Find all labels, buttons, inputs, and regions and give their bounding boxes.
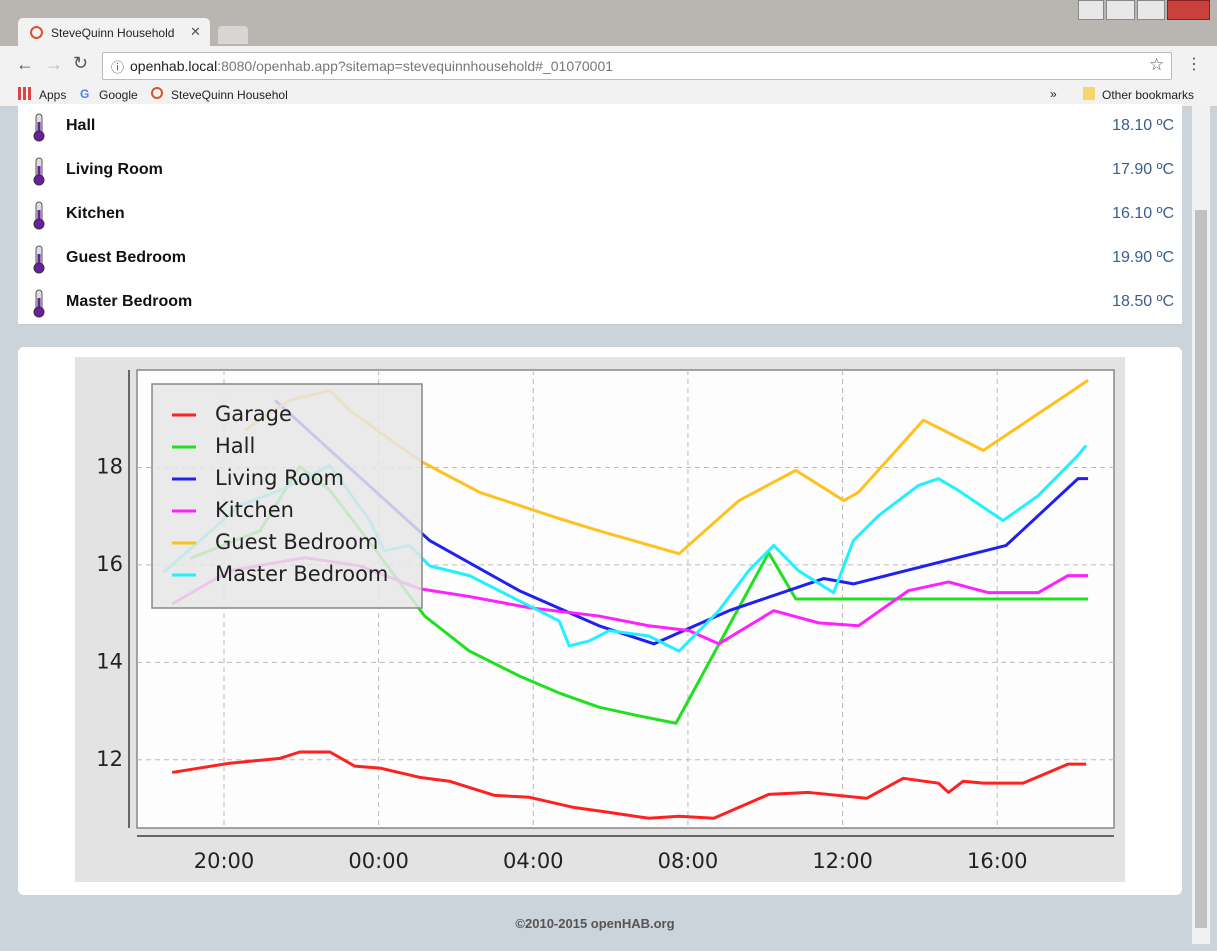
item-value: 16.10 ºC [1112, 205, 1174, 222]
x-tick-label: 12:00 [812, 849, 873, 873]
bookmark[interactable]: Other bookmarks [1102, 88, 1195, 102]
reload[interactable]: ↻ [73, 53, 89, 73]
bookmark[interactable]: Apps [39, 88, 67, 102]
item-label: Master Bedroom [66, 293, 193, 310]
url-path: :8080/openhab.app?sitemap=stevequinnhous… [217, 58, 614, 74]
thermometer-icon [33, 113, 45, 142]
item-row: Guest Bedroom 19.90 ºC [18, 236, 1182, 281]
back[interactable]: ← [16, 54, 34, 74]
item-label: Hall [66, 117, 96, 134]
legend-label: Guest Bedroom [215, 530, 378, 554]
tab-title: SteveQuinn Household [51, 26, 175, 40]
footer: ©2010-2015 openHAB.org [515, 916, 675, 931]
line [171, 750, 1087, 820]
scroll-thumb[interactable] [1195, 210, 1207, 928]
url-host: openhab.local [130, 58, 218, 74]
x-tick-label: 08:00 [658, 849, 719, 873]
x-tick-label: 16:00 [967, 849, 1028, 873]
item-row: Master Bedroom 18.50 ºC [18, 280, 1182, 325]
scrollbar[interactable] [1192, 106, 1210, 944]
x-tick-label: 00:00 [348, 849, 409, 873]
thermometer-icon [33, 245, 45, 274]
toolbar: ← → ↻ ⓘ openhab.local:8080/openhab.app?s… [0, 46, 1217, 84]
x-tick-label: 04:00 [503, 849, 564, 873]
thermometer-icon [33, 201, 45, 230]
bookmarks-bar: Apps G Google SteveQuinn Househol » Othe… [0, 84, 1217, 107]
chart: 12 14 16 18 20:00 00:00 04:00 08:00 12:00 16:00 Ga… [75, 357, 1125, 882]
minimize[interactable] [1106, 0, 1135, 20]
y-tick-label: 16 [96, 552, 123, 576]
y-tick-label: 12 [96, 747, 123, 771]
omnibox[interactable]: ⓘ openhab.local:8080/openhab.app?sitemap… [102, 52, 1172, 80]
legend-label: Garage [215, 402, 292, 426]
line [274, 399, 1089, 646]
item-label: Kitchen [66, 205, 125, 222]
tab-strip: SteveQuinn Household ✕ [0, 0, 1217, 46]
item-list: Hall 18.10 ºC Living Room 17.90 ºC Kitchen 16… [0, 104, 1190, 326]
item-value: 17.90 ºC [1112, 161, 1174, 178]
legend-label: Kitchen [215, 498, 294, 522]
info-icon: ⓘ [111, 60, 125, 75]
window-controls [1078, 0, 1210, 20]
new-tab[interactable] [218, 26, 248, 44]
apps-icon [18, 87, 31, 100]
bookmark[interactable]: SteveQuinn Househol [171, 88, 287, 102]
item-value: 18.50 ºC [1112, 293, 1174, 310]
legend-label: Master Bedroom [215, 562, 388, 586]
legend: Garage Hall Living Room Kitchen Guest Bedroo… [151, 383, 423, 609]
thermometer-icon [33, 157, 45, 186]
bookmark[interactable]: Google [99, 88, 138, 102]
thermometer-icon [33, 289, 45, 318]
favicon [30, 26, 43, 39]
item-row: Kitchen 16.10 ºC [18, 192, 1182, 237]
url: openhab.local:8080/openhab.app?sitemap=s… [130, 58, 613, 74]
legend-box [151, 383, 423, 609]
item-row: Living Room 17.90 ºC [18, 148, 1182, 193]
y-tick-label: 18 [96, 454, 123, 478]
folder-icon [1083, 87, 1095, 100]
favicon [151, 87, 163, 99]
menu[interactable]: ⋮ [1186, 56, 1202, 73]
user-button[interactable] [1078, 0, 1105, 20]
item-row: Hall 18.10 ºC [18, 104, 1182, 149]
close[interactable] [1166, 0, 1210, 20]
tab-close[interactable]: ✕ [190, 24, 201, 39]
forward[interactable]: → [45, 54, 63, 74]
legend-label: Hall [215, 434, 255, 458]
star[interactable]: ☆ [1149, 55, 1165, 74]
google-icon: G [80, 87, 90, 101]
legend-label: Living Room [215, 466, 344, 490]
x-tick-label: 20:00 [194, 849, 255, 873]
more-bookmarks[interactable]: » [1050, 87, 1057, 101]
item-value: 19.90 ºC [1112, 249, 1174, 266]
item-label: Guest Bedroom [66, 249, 187, 266]
item-value: 18.10 ºC [1112, 117, 1174, 134]
maximize[interactable] [1136, 0, 1165, 20]
tab[interactable]: SteveQuinn Household ✕ [18, 18, 210, 46]
item-label: Living Room [66, 161, 163, 178]
y-tick-label: 14 [96, 649, 123, 673]
